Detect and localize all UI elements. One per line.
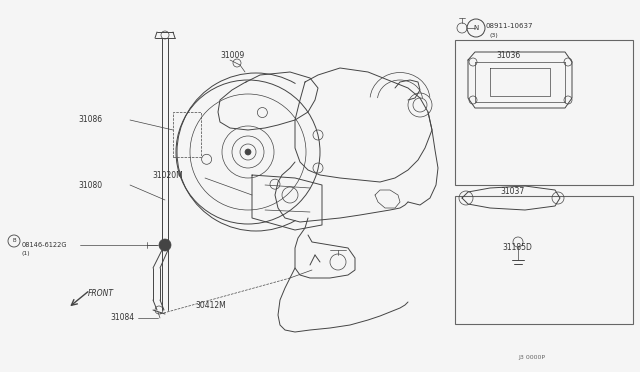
Text: 31036: 31036 <box>496 51 520 60</box>
Text: (1): (1) <box>22 250 31 256</box>
Circle shape <box>245 149 251 155</box>
Text: 08146-6122G: 08146-6122G <box>22 242 67 248</box>
Text: 31080: 31080 <box>78 180 102 189</box>
Text: 30412M: 30412M <box>195 301 226 310</box>
Text: (3): (3) <box>490 32 499 38</box>
Text: 31009: 31009 <box>220 51 244 60</box>
Text: B: B <box>12 238 16 244</box>
Text: FRONT: FRONT <box>88 289 114 298</box>
Bar <box>455 40 633 185</box>
Text: 31037: 31037 <box>500 187 524 196</box>
Text: 31084: 31084 <box>110 314 134 323</box>
Text: 31185D: 31185D <box>502 244 532 253</box>
Text: J3 0000P: J3 0000P <box>518 356 545 360</box>
Text: 08911-10637: 08911-10637 <box>486 23 534 29</box>
Bar <box>455 196 633 324</box>
Text: N: N <box>474 25 479 31</box>
Circle shape <box>159 239 171 251</box>
Text: 31020M: 31020M <box>152 170 183 180</box>
Bar <box>173 112 201 157</box>
Text: 31086: 31086 <box>78 115 102 125</box>
